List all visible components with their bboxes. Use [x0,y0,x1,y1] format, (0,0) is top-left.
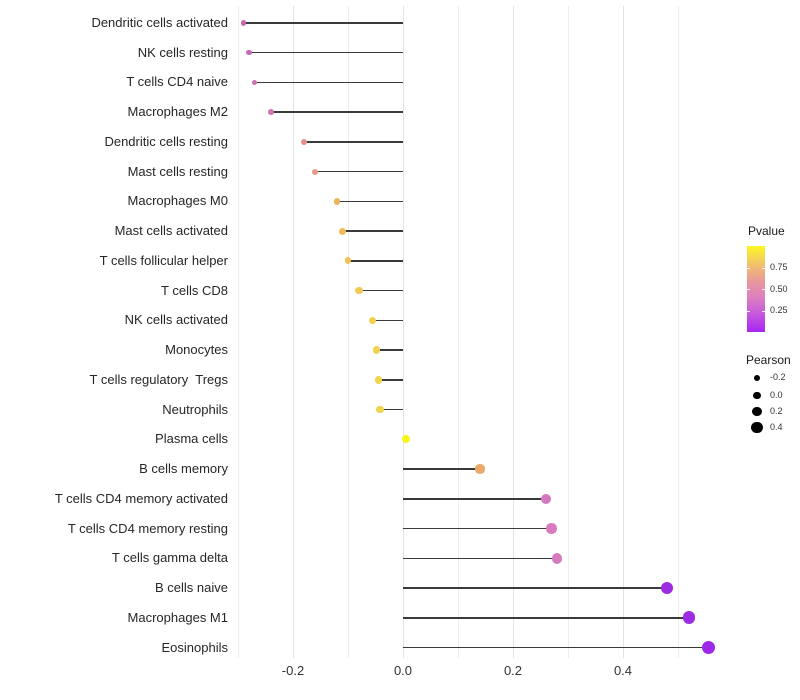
gridline [622,6,624,658]
data-point [355,287,363,295]
y-axis-label: NK cells activated [124,312,228,328]
y-axis-label: T cells gamma delta [111,550,228,566]
pvalue-colorbar-tick [762,267,765,269]
pearson-legend-label: -0.2 [770,372,786,382]
pvalue-colorbar-label: 0.75 [770,262,788,272]
lollipop-stem [403,587,667,589]
gridline [677,6,679,658]
y-axis-label: Macrophages M0 [127,193,228,209]
data-point [268,109,274,116]
pvalue-colorbar-label: 0.25 [770,305,788,315]
gridline [292,6,294,658]
y-axis-label: T cells CD4 memory resting [67,520,228,536]
lollipop-stem [372,319,403,322]
lollipop-stem [243,22,403,24]
pvalue-colorbar-tick [762,289,765,290]
lollipop-stem [403,468,480,470]
y-axis-label: Eosinophils [161,639,229,655]
y-axis-label: Macrophages M1 [127,609,228,625]
gridline [457,6,459,658]
y-axis-label: T cells CD8 [161,282,228,298]
lollipop-stem [376,349,403,351]
lollipop-stem [403,617,689,619]
pearson-legend-label: 0.0 [770,390,783,400]
pearson-legend-dot [753,391,761,400]
data-point [339,227,346,235]
gridline [237,6,239,658]
y-axis-label: Dendritic cells activated [91,15,228,30]
y-axis-label: B cells naive [155,580,228,596]
y-axis-label: Mast cells activated [114,223,228,239]
lollipop-stem [403,646,709,649]
pearson-legend-dot [752,406,762,417]
lollipop-stem [379,408,403,411]
data-point [311,168,319,175]
lollipop-stem [254,81,403,84]
data-point [333,198,341,205]
data-point [551,553,563,564]
pvalue-colorbar-tick [747,267,750,269]
lollipop-stem [359,289,403,292]
data-point [376,405,384,414]
data-point [374,376,382,384]
x-axis-tick-label: -0.2 [281,663,305,678]
data-point [344,257,352,265]
pvalue-colorbar-tick [747,310,750,312]
data-point [701,640,715,655]
data-point [372,346,381,354]
pvalue-colorbar-tick [747,289,750,290]
lollipop-stem [348,260,403,262]
lollipop-stem [403,557,557,560]
lollipop-stem [342,230,403,232]
gridline [512,6,514,658]
pvalue-colorbar-tick [762,310,765,312]
y-axis-label: Macrophages M2 [127,104,228,120]
data-point [300,138,308,146]
pearson-legend-label: 0.2 [770,406,783,416]
x-axis-tick-label: 0.4 [613,663,633,678]
data-point [682,611,696,625]
gridline [402,6,404,658]
lollipop-stem [403,527,552,530]
y-axis-label: T cells CD4 memory activated [54,490,228,506]
pearson-legend-dot [751,421,763,434]
data-point [660,581,674,595]
lollipop-stem [271,111,403,113]
lollipop-stem [378,379,403,381]
y-axis-label: Monocytes [165,342,228,358]
data-point [240,20,247,26]
gridline [567,6,569,658]
data-point [251,79,258,86]
y-axis-label: Dendritic cells resting [104,133,228,149]
data-point [246,50,252,56]
pvalue-legend-title: Pvalue [748,224,785,238]
lollipop-stem [337,200,403,203]
y-axis-label: Plasma cells [155,431,228,447]
pearson-legend-label: 0.4 [770,422,783,432]
data-point [540,493,552,504]
pvalue-colorbar-label: 0.50 [770,283,788,294]
gridline [347,6,349,658]
x-axis-tick-label: 0.2 [503,663,523,678]
lollipop-stem [403,498,546,500]
data-point [401,435,410,444]
y-axis-label: NK cells resting [137,44,228,60]
data-point [369,316,377,325]
data-point [475,464,485,474]
y-axis-label: B cells memory [139,461,228,477]
y-axis-label: T cells CD4 naive [126,74,228,90]
pearson-legend-title: Pearson [746,353,791,367]
y-axis-label: Neutrophils [162,401,228,417]
pvalue-colorbar [747,246,765,332]
lollipop-stem [304,141,403,143]
lollipop-stem [315,170,403,173]
x-axis-tick-label: 0.0 [393,663,413,678]
pearson-legend-dot [754,374,760,381]
data-point [546,523,557,534]
y-axis-label: T cells follicular helper [99,252,228,268]
lollipop-stem [249,51,403,54]
y-axis-label: Mast cells resting [127,163,228,179]
y-axis-label: T cells regulatory Tregs [89,371,228,387]
